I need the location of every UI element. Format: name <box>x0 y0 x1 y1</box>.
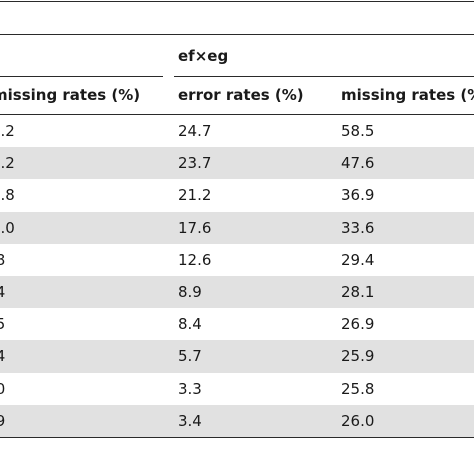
table-row: 1.2 23.7 47.6 <box>0 147 474 180</box>
column-group-rule-left <box>0 76 163 77</box>
table-row: 1.0 17.6 33.6 <box>0 211 474 244</box>
table-cell: .5 <box>0 315 6 334</box>
table-cell: .4 <box>0 282 6 301</box>
table-cell: 25.9 <box>341 347 375 366</box>
column-header-error-rates: error rates (%) <box>178 86 304 104</box>
table-row: .0 3.3 25.8 <box>0 373 474 405</box>
table-cell: .8 <box>0 250 6 269</box>
table-cell: 3.4 <box>178 411 202 430</box>
table-cell: 23.7 <box>178 154 212 173</box>
table-cell: 17.6 <box>178 218 212 237</box>
table-cell: 29.4 <box>341 250 375 269</box>
table-cell: 33.6 <box>341 218 375 237</box>
header-rule <box>0 114 474 115</box>
table-body: 3.2 24.7 58.5 1.2 23.7 47.6 7.8 21.2 36.… <box>0 115 474 437</box>
column-group-rule-right <box>174 76 474 77</box>
table-cell: 8.4 <box>178 315 202 334</box>
column-header-missing-rates-left: missing rates (%) <box>0 86 141 104</box>
table-row: 3.2 24.7 58.5 <box>0 115 474 147</box>
table-cell: 3.3 <box>178 379 202 398</box>
table-cell: 1.2 <box>0 154 15 173</box>
table-title-rule <box>0 34 474 35</box>
table-cell: 28.1 <box>341 282 375 301</box>
column-header-missing-rates-right: missing rates (% <box>341 86 474 104</box>
table-cell: 24.7 <box>178 122 212 140</box>
table-cell: .9 <box>0 411 6 430</box>
table-top-rule <box>0 1 474 2</box>
table-cell: 58.5 <box>341 122 375 140</box>
table-row: .4 5.7 25.9 <box>0 340 474 373</box>
table-row: .8 12.6 29.4 <box>0 244 474 276</box>
table-cell: .4 <box>0 347 6 366</box>
table-cell: 36.9 <box>341 186 375 205</box>
table-row: .9 3.4 26.0 <box>0 404 474 437</box>
table-cell: 21.2 <box>178 186 212 205</box>
table-cell: 12.6 <box>178 250 212 269</box>
table-cell: 1.0 <box>0 218 15 237</box>
table-cell: 8.9 <box>178 282 202 301</box>
table-cell: 5.7 <box>178 347 202 366</box>
table-cell: 26.0 <box>341 411 375 430</box>
table-row: .5 8.4 26.9 <box>0 308 474 340</box>
table-row: .4 8.9 28.1 <box>0 275 474 309</box>
table-cell: 47.6 <box>341 154 375 173</box>
table-bottom-rule <box>0 437 474 438</box>
table-cell: 7.8 <box>0 186 15 205</box>
column-group-label: ef×eg <box>178 47 229 65</box>
table-cell: 3.2 <box>0 122 15 140</box>
table-row: 7.8 21.2 36.9 <box>0 179 474 211</box>
table-cell: 26.9 <box>341 315 375 334</box>
table-cell: 25.8 <box>341 379 375 398</box>
table-cell: .0 <box>0 379 6 398</box>
